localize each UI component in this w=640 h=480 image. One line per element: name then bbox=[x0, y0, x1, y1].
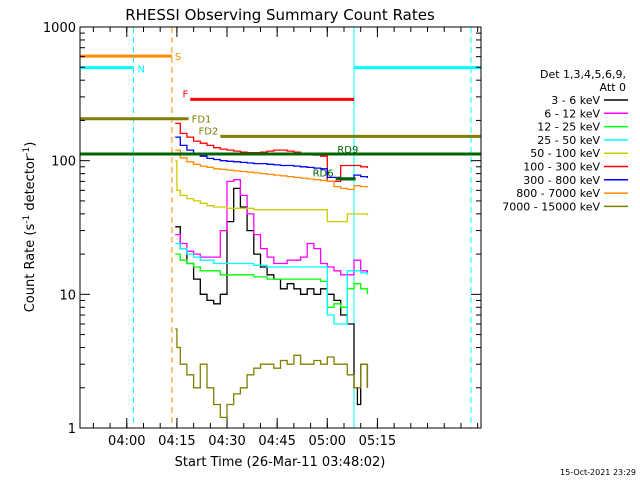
axes: 1 10 100 1000 04:00 04:15 04:30 04:45 05:00 05:15 bbox=[43, 21, 482, 449]
x-tick-label-3: 04:45 bbox=[258, 434, 295, 449]
y-tick-label-3: 1000 bbox=[43, 21, 76, 36]
footer-timestamp: 15-Oct-2021 23:29 bbox=[560, 468, 636, 477]
x-axis-label: Start Time (26-Mar-11 03:48:02) bbox=[175, 455, 386, 470]
y-tick-label-0: 1 bbox=[68, 422, 76, 437]
x-tick-label-5: 05:15 bbox=[359, 434, 396, 449]
legend-label-8: 7000 - 15000 keV bbox=[502, 200, 600, 213]
legend-header-0: Det 1,3,4,5,6,9, bbox=[540, 68, 626, 81]
legend-label-0: 3 - 6 keV bbox=[551, 94, 600, 107]
legend-label-5: 100 - 300 keV bbox=[523, 161, 600, 174]
series-line-2 bbox=[175, 253, 369, 308]
series-line-1 bbox=[175, 179, 369, 276]
plot-frame bbox=[79, 26, 482, 429]
legend-label-7: 800 - 7000 keV bbox=[516, 187, 600, 200]
y-axis-label: Count Rate (s-1 detector-1) bbox=[22, 142, 38, 313]
chart-title: RHESSI Observing Summary Count Rates bbox=[125, 6, 435, 24]
series-line-4 bbox=[175, 160, 369, 223]
legend-label-4: 50 - 100 keV bbox=[530, 147, 600, 160]
y-label-main: Count Rate (s bbox=[23, 224, 38, 313]
series-line-3 bbox=[175, 242, 369, 325]
legend-label-6: 300 - 800 keV bbox=[523, 174, 600, 187]
flag-label-fd1: FD1 bbox=[192, 115, 212, 126]
legend-label-1: 6 - 12 keV bbox=[544, 107, 600, 120]
y-tick-label-1: 10 bbox=[59, 288, 76, 303]
flag-label-fd2: FD2 bbox=[199, 126, 219, 137]
x-tick-label-2: 04:30 bbox=[208, 434, 245, 449]
legend-header-1: Att 0 bbox=[600, 81, 626, 94]
legend-label-3: 25 - 50 keV bbox=[537, 134, 600, 147]
series-line-7 bbox=[175, 149, 369, 191]
series-line-6 bbox=[175, 136, 369, 181]
y-label-sup2: -1 bbox=[22, 147, 32, 156]
x-tick-label-1: 04:15 bbox=[158, 434, 195, 449]
flag-label-rd6: RD6 bbox=[313, 169, 334, 180]
flag-label-s: S bbox=[175, 52, 181, 63]
y-label-close: ) bbox=[23, 142, 38, 147]
series-line-0 bbox=[175, 187, 369, 406]
x-tick-label-0: 04:00 bbox=[108, 434, 145, 449]
legend-label-2: 12 - 25 keV bbox=[537, 121, 600, 134]
y-tick-label-2: 100 bbox=[51, 155, 76, 170]
flag-label-n: N bbox=[137, 65, 144, 76]
x-tick-label-4: 05:00 bbox=[309, 434, 346, 449]
plot-area bbox=[132, 27, 472, 428]
flag-label-rd9: RD9 bbox=[337, 145, 358, 156]
series-line-8 bbox=[175, 328, 369, 419]
y-label-sup: -1 bbox=[22, 215, 32, 224]
y-label-tail: detector bbox=[23, 155, 38, 215]
flag-label-f: F bbox=[183, 89, 189, 100]
